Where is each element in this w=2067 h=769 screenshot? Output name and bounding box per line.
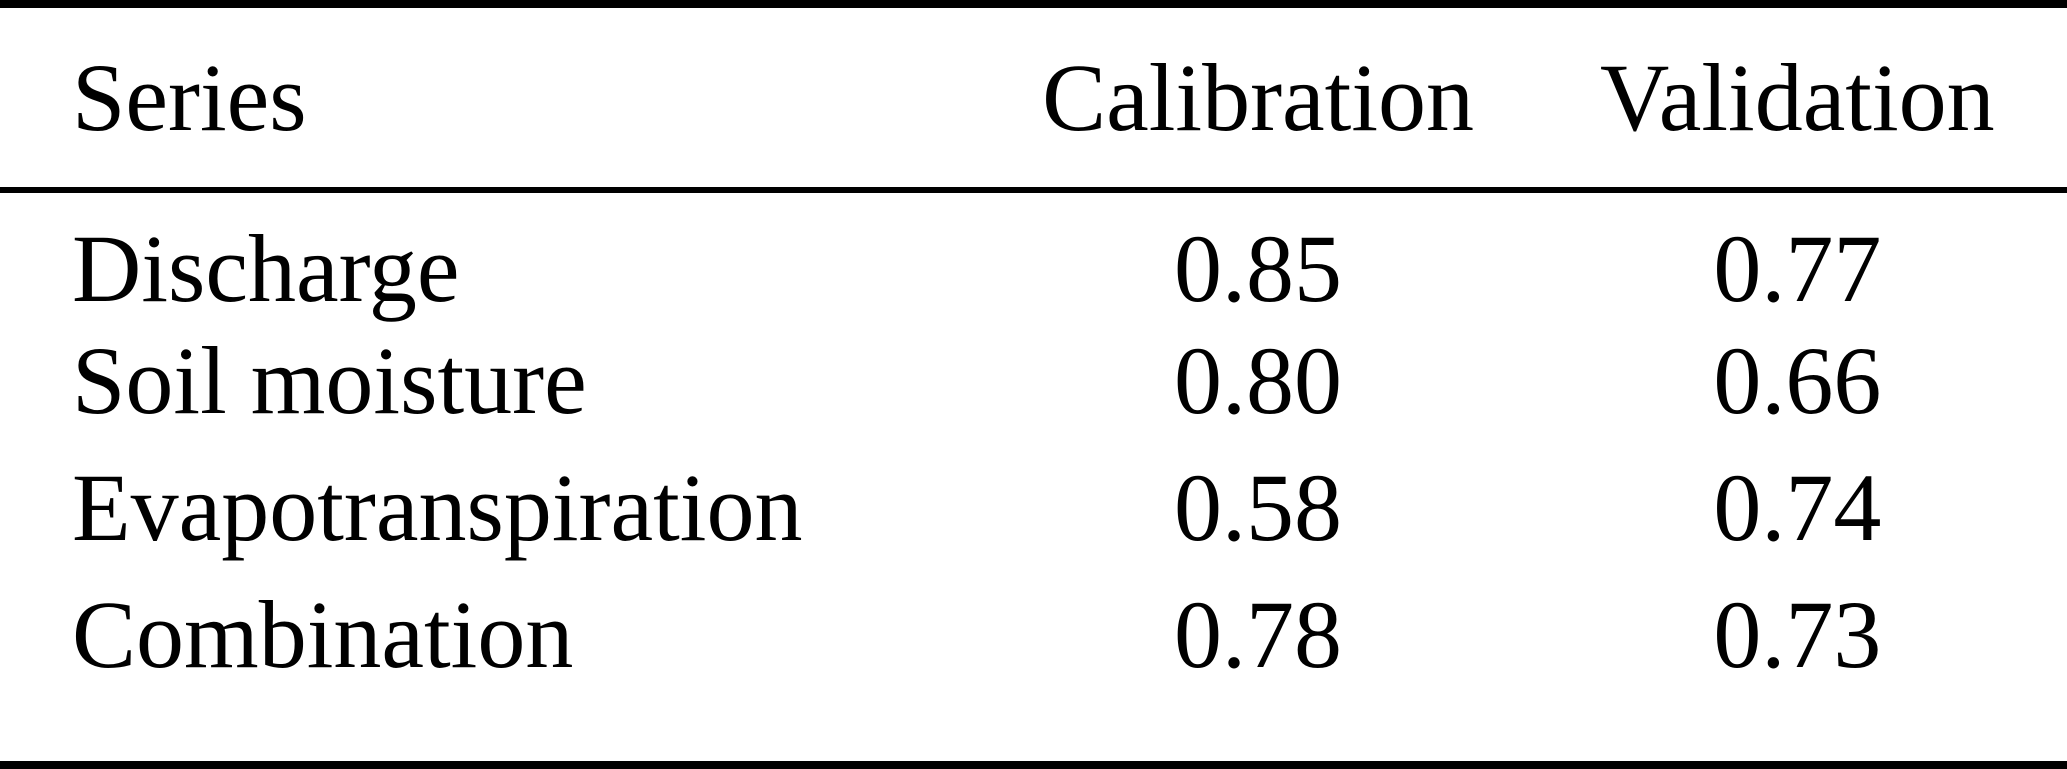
header-row: Series Calibration Validation — [0, 8, 2067, 193]
cell-calibration: 0.58 — [1174, 453, 1343, 561]
column-header-calibration: Calibration — [988, 8, 1528, 193]
row-label: Evapotranspiration — [72, 453, 803, 561]
table-row-discharge: Discharge 0.85 0.77 — [0, 190, 2067, 317]
table-header: Series Calibration Validation — [0, 8, 2067, 193]
cell-validation: 0.74 — [1713, 453, 1882, 561]
results-table: Series Calibration Validation Discharge … — [0, 8, 2067, 698]
column-header-series: Series — [0, 8, 989, 193]
cell-calibration: 0.85 — [1174, 215, 1343, 322]
row-label: Soil moisture — [72, 326, 587, 434]
row-label: Combination — [72, 580, 574, 688]
cell-calibration: 0.80 — [1174, 326, 1343, 434]
table-row-evapotranspiration: Evapotranspiration 0.58 0.74 — [0, 444, 2067, 571]
table-row-soil-moisture: Soil moisture 0.80 0.66 — [0, 317, 2067, 444]
cell-validation: 0.73 — [1713, 580, 1882, 688]
cell-calibration: 0.78 — [1174, 580, 1343, 688]
table-row-combination: Combination 0.78 0.73 — [0, 571, 2067, 698]
row-label: Discharge — [72, 215, 460, 322]
table-body: Discharge 0.85 0.77 Soil moisture 0.80 0… — [0, 190, 2067, 698]
cell-validation: 0.77 — [1713, 215, 1882, 322]
column-header-validation: Validation — [1527, 8, 2067, 193]
cell-validation: 0.66 — [1713, 326, 1882, 434]
